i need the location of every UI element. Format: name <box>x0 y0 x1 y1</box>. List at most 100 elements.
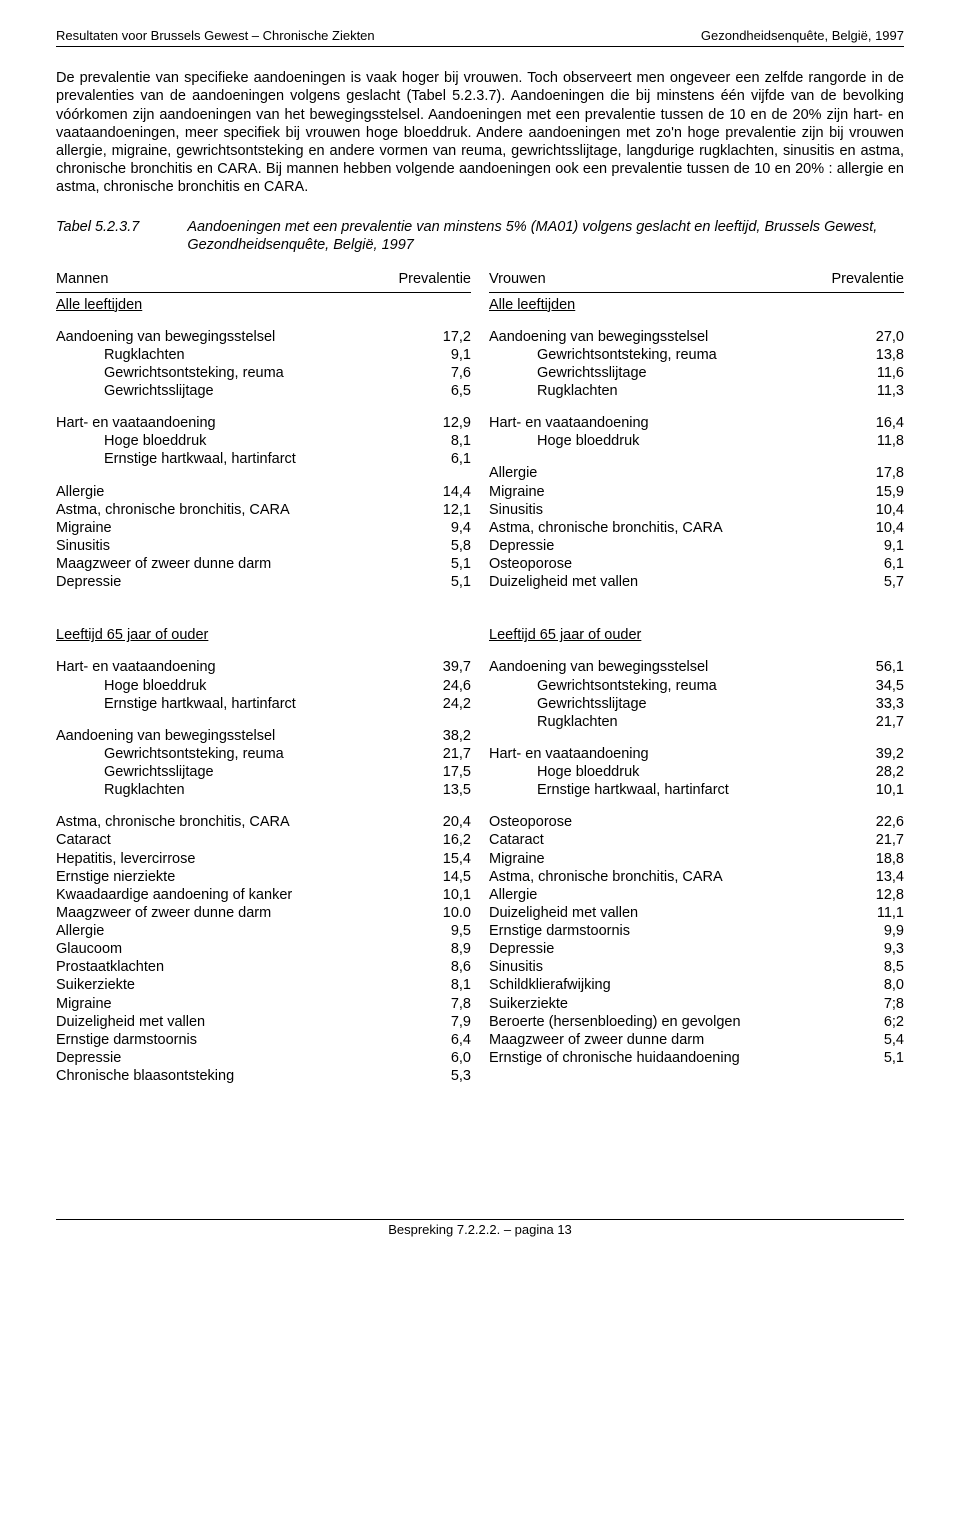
row-value: 8,1 <box>441 432 471 450</box>
row-value: 8,0 <box>874 976 904 994</box>
row-label: Gewrichtsslijtage <box>489 695 647 713</box>
row-label: Aandoening van bewegingsstelsel <box>489 658 708 676</box>
row-label: Rugklachten <box>489 382 618 400</box>
table-row: Aandoening van bewegingsstelsel27,0 <box>489 328 904 346</box>
table-row: Migraine7,8 <box>56 995 471 1013</box>
row-value: 38,2 <box>433 727 471 745</box>
row-label: Maagzweer of zweer dunne darm <box>489 1031 704 1049</box>
women-all-blocks: Aandoening van bewegingsstelsel27,0Gewri… <box>489 328 904 592</box>
col-header-men: Mannen Prevalentie <box>56 270 471 292</box>
row-value: 6,1 <box>441 450 471 468</box>
table-row: Hoge bloeddruk11,8 <box>489 432 904 450</box>
row-label: Maagzweer of zweer dunne darm <box>56 904 271 922</box>
row-label: Astma, chronische bronchitis, CARA <box>489 519 723 537</box>
row-label: Gewrichtsontsteking, reuma <box>489 677 717 695</box>
header-left: Resultaten voor Brussels Gewest – Chroni… <box>56 28 375 44</box>
row-label: Astma, chronische bronchitis, CARA <box>56 501 290 519</box>
row-label: Gewrichtsontsteking, reuma <box>489 346 717 364</box>
table-row: Osteoporose6,1 <box>489 555 904 573</box>
data-block: Aandoening van bewegingsstelsel17,2Rugkl… <box>56 328 471 401</box>
row-value: 17,2 <box>433 328 471 346</box>
page-footer: Bespreking 7.2.2.2. – pagina 13 <box>56 1219 904 1238</box>
row-label: Astma, chronische bronchitis, CARA <box>56 813 290 831</box>
col-header-women: Vrouwen Prevalentie <box>489 270 904 292</box>
row-value: 24,2 <box>433 695 471 713</box>
row-value: 11,6 <box>867 364 904 382</box>
row-value: 39,7 <box>433 658 471 676</box>
row-label: Ernstige of chronische huidaandoening <box>489 1049 740 1067</box>
data-block: Aandoening van bewegingsstelsel38,2Gewri… <box>56 727 471 800</box>
row-label: Astma, chronische bronchitis, CARA <box>489 868 723 886</box>
row-label: Allergie <box>56 922 104 940</box>
table-row: Gewrichtsslijtage33,3 <box>489 695 904 713</box>
row-label: Sinusitis <box>489 501 543 519</box>
row-value: 10.0 <box>433 904 471 922</box>
subheader-all-women: Alle leeftijden <box>489 296 904 314</box>
row-label: Hepatitis, levercirrose <box>56 850 195 868</box>
row-value: 7,9 <box>441 1013 471 1031</box>
table-row: Depressie 9,1 <box>489 537 904 555</box>
row-value: 22,6 <box>866 813 904 831</box>
row-label: Duizeligheid met vallen <box>489 904 638 922</box>
row-label: Cataract <box>56 831 111 849</box>
row-value: 7,8 <box>441 995 471 1013</box>
column-men: Mannen Prevalentie Alle leeftijden Aando… <box>56 270 471 1099</box>
row-label: Ernstige darmstoornis <box>56 1031 197 1049</box>
table-row: Gewrichtsslijtage17,5 <box>56 763 471 781</box>
table-row: Beroerte (hersenbloeding) en gevolgen6;2 <box>489 1013 904 1031</box>
row-value: 5,1 <box>441 573 471 591</box>
table-row: Ernstige hartkwaal, hartinfarct24,2 <box>56 695 471 713</box>
table-row: Astma, chronische bronchitis, CARA20,4 <box>56 813 471 831</box>
row-value: 9,1 <box>441 346 471 364</box>
data-block: Osteoporose22,6Cataract21,7Migraine18,8A… <box>489 813 904 1067</box>
table-row: Gewrichtsslijtage11,6 <box>489 364 904 382</box>
table-row: Hart- en vaataandoening12,9 <box>56 414 471 432</box>
row-label: Gewrichtsontsteking, reuma <box>56 745 284 763</box>
row-value: 8,1 <box>441 976 471 994</box>
table-row: Gewrichtsslijtage6,5 <box>56 382 471 400</box>
col-metric: Prevalentie <box>831 270 904 288</box>
table-row: Depressie9,3 <box>489 940 904 958</box>
row-value: 10,1 <box>866 781 904 799</box>
table-row: Gewrichtsontsteking, reuma34,5 <box>489 677 904 695</box>
row-value: 16,4 <box>866 414 904 432</box>
table-row: Migraine9,4 <box>56 519 471 537</box>
row-label: Allergie <box>56 483 104 501</box>
row-value: 15,9 <box>866 483 904 501</box>
row-label: Hoge bloeddruk <box>56 677 206 695</box>
row-label: Depressie <box>489 537 554 555</box>
table-row: Osteoporose22,6 <box>489 813 904 831</box>
table-row: Ernstige hartkwaal, hartinfarct10,1 <box>489 781 904 799</box>
table-desc: Aandoeningen met een prevalentie van min… <box>187 218 904 254</box>
row-label: Allergie <box>489 886 537 904</box>
row-value: 28,2 <box>866 763 904 781</box>
table-row: Hart- en vaataandoening39,2 <box>489 745 904 763</box>
row-label: Migraine <box>56 519 112 537</box>
table-row: Allergie17,8 <box>489 464 904 482</box>
row-value: 7,6 <box>441 364 471 382</box>
col-name-women: Vrouwen <box>489 270 546 288</box>
table-row: Duizeligheid met vallen 7,9 <box>56 1013 471 1031</box>
column-women: Vrouwen Prevalentie Alle leeftijden Aand… <box>489 270 904 1099</box>
table-row: Migraine18,8 <box>489 850 904 868</box>
row-value: 6,0 <box>441 1049 471 1067</box>
table-row: Maagzweer of zweer dunne darm5,1 <box>56 555 471 573</box>
table-row: Ernstige darmstoornis6,4 <box>56 1031 471 1049</box>
table-row: Allergie14,4 <box>56 483 471 501</box>
col-metric: Prevalentie <box>398 270 471 288</box>
table-row: Rugklachten21,7 <box>489 713 904 731</box>
row-value: 9,9 <box>874 922 904 940</box>
table-row: Gewrichtsontsteking, reuma7,6 <box>56 364 471 382</box>
table-row: Migraine15,9 <box>489 483 904 501</box>
table-row: Cataract21,7 <box>489 831 904 849</box>
row-value: 17,8 <box>866 464 904 482</box>
table-row: Hart- en vaataandoening16,4 <box>489 414 904 432</box>
row-value: 9,1 <box>874 537 904 555</box>
row-label: Sinusitis <box>56 537 110 555</box>
table-row: Duizeligheid met vallen5,7 <box>489 573 904 591</box>
table-row: Sinusitis8,5 <box>489 958 904 976</box>
table-row: Suikerziekte7;8 <box>489 995 904 1013</box>
row-label: Depressie <box>489 940 554 958</box>
row-label: Duizeligheid met vallen <box>56 1013 205 1031</box>
data-block: Hart- en vaataandoening39,7Hoge bloeddru… <box>56 658 471 712</box>
